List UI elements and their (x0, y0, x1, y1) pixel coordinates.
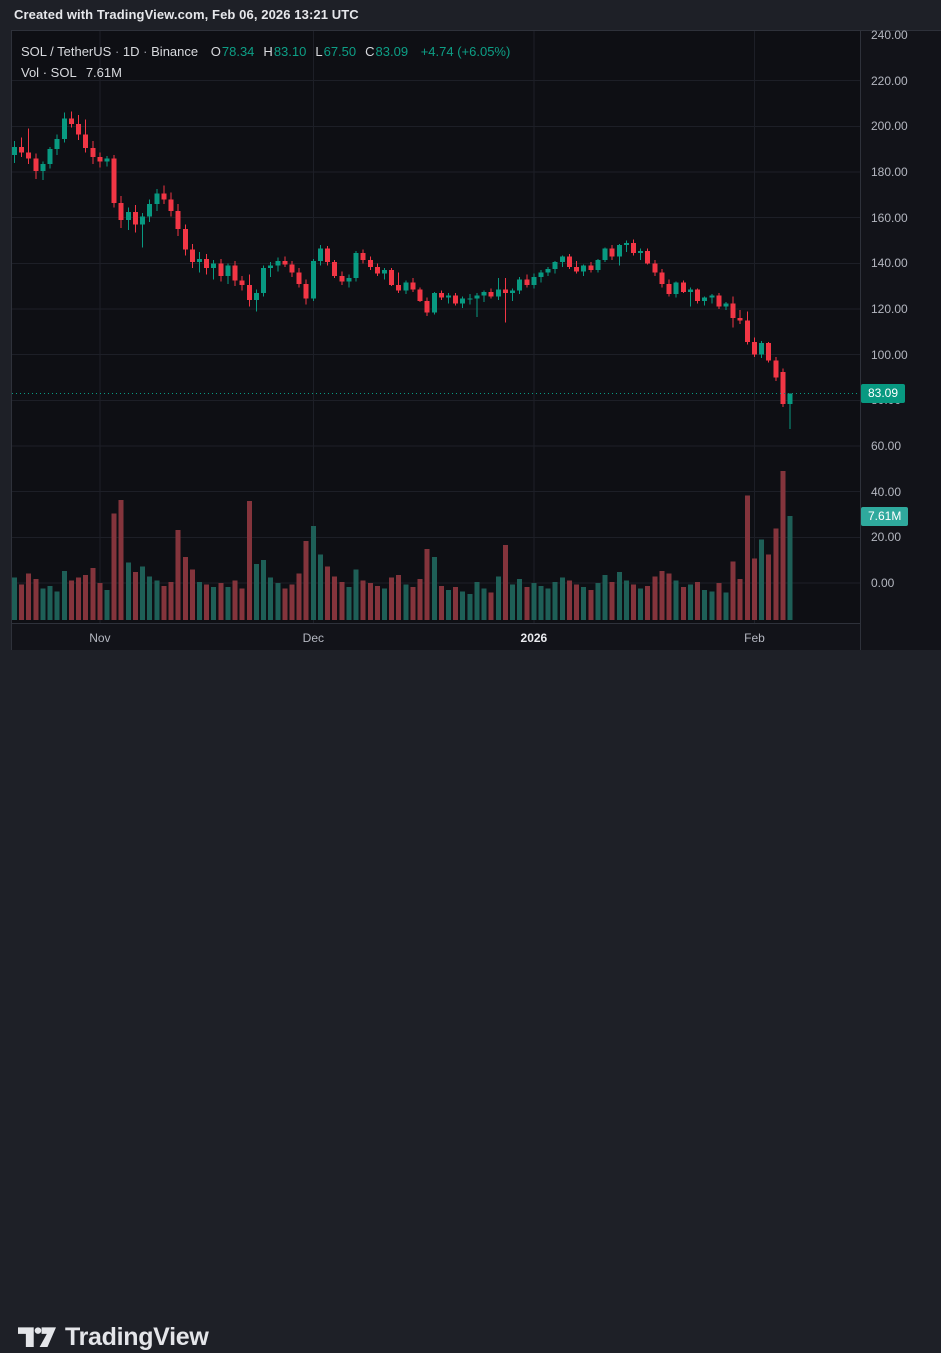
price-tick-label: 180.00 (871, 164, 908, 179)
time-axis[interactable] (12, 623, 860, 650)
price-axis[interactable] (861, 30, 941, 650)
time-tick-label: Feb (744, 631, 765, 645)
price-tick-label: 100.00 (871, 347, 908, 362)
tradingview-logo-icon (18, 1322, 56, 1353)
legend-separator: · (114, 44, 120, 59)
ohlc-values: O78.34 H83.10 L67.50 C83.09 (202, 44, 408, 59)
change-value: +4.74 (+6.05%) (420, 44, 511, 59)
price-tick-label: 120.00 (871, 301, 908, 316)
last-volume-badge: 7.61M (861, 506, 909, 526)
price-tick-label: 0.00 (871, 575, 895, 590)
volume-legend: Vol · SOL 7.61M (21, 65, 122, 80)
ohlc-group: L67.50 (315, 44, 357, 59)
legend-separator: · (143, 44, 148, 59)
ohlc-group: C83.09 (365, 44, 409, 59)
chart-pane[interactable] (12, 30, 860, 623)
volume-symbol: SOL (50, 65, 77, 80)
footer-bar: TradingView (0, 650, 941, 1351)
brand-wordmark: TradingView (65, 1323, 209, 1351)
price-tick-label: 20.00 (871, 530, 902, 545)
price-tick-label: 220.00 (871, 73, 908, 88)
last-price-badge: 83.09 (861, 383, 906, 403)
time-axis-separator (11, 623, 860, 624)
interval-label: 1D (122, 44, 140, 59)
price-tick-label: 60.00 (871, 438, 902, 453)
legend-separator: · (42, 65, 48, 80)
price-tick-label: 40.00 (871, 484, 902, 499)
time-tick-label: 2026 (520, 631, 548, 645)
tradingview-brand-link[interactable]: TradingView (18, 1322, 209, 1353)
price-axis-separator (860, 30, 861, 650)
price-tick-label: 200.00 (871, 119, 908, 134)
price-tick-label: 140.00 (871, 256, 908, 271)
symbol-name: SOL / TetherUS (21, 44, 112, 59)
pane-left-border (11, 30, 12, 650)
price-tick-label: 240.00 (871, 28, 908, 42)
exchange-label: Binance (151, 44, 199, 59)
time-tick-label: Dec (302, 631, 324, 645)
pane-top-border (11, 30, 941, 31)
ohlc-group: H83.10 (263, 44, 307, 59)
volume-label: Vol (21, 65, 40, 80)
price-tick-label: 160.00 (871, 210, 908, 225)
volume-value: 7.61M (85, 65, 122, 80)
symbol-legend: SOL / TetherUS · 1D · Binance O78.34 H83.… (21, 44, 510, 59)
time-tick-label: Nov (89, 631, 111, 645)
attribution-text: Created with TradingView.com, Feb 06, 20… (14, 7, 359, 22)
ohlc-group: O78.34 (210, 44, 255, 59)
attribution-bar: Created with TradingView.com, Feb 06, 20… (0, 0, 941, 30)
